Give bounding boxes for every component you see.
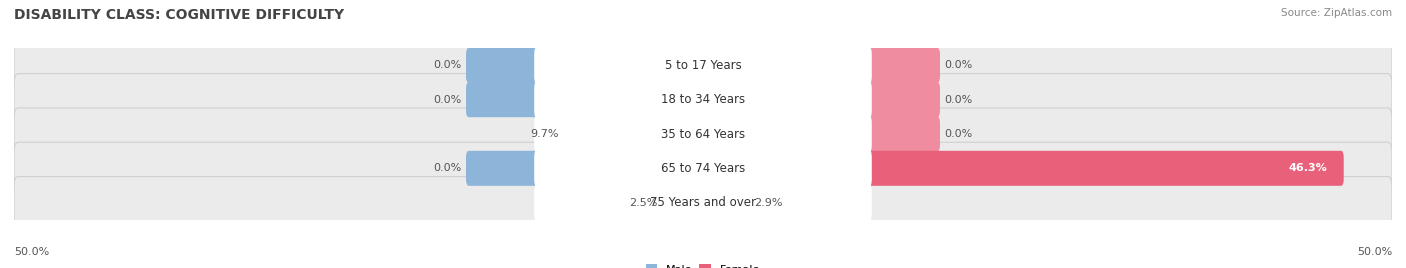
FancyBboxPatch shape [534, 115, 872, 153]
FancyBboxPatch shape [14, 74, 1392, 126]
Text: 0.0%: 0.0% [433, 95, 461, 105]
Text: 2.5%: 2.5% [628, 198, 658, 208]
FancyBboxPatch shape [534, 183, 872, 222]
Text: 0.0%: 0.0% [433, 163, 461, 173]
Text: 0.0%: 0.0% [433, 60, 461, 70]
Text: 0.0%: 0.0% [945, 60, 973, 70]
Legend: Male, Female: Male, Female [641, 260, 765, 268]
FancyBboxPatch shape [14, 39, 1392, 91]
FancyBboxPatch shape [465, 48, 540, 83]
Text: Source: ZipAtlas.com: Source: ZipAtlas.com [1281, 8, 1392, 18]
Text: 0.0%: 0.0% [945, 129, 973, 139]
Text: 75 Years and over: 75 Years and over [650, 196, 756, 209]
FancyBboxPatch shape [537, 117, 569, 151]
Text: 35 to 64 Years: 35 to 64 Years [661, 128, 745, 140]
FancyBboxPatch shape [866, 151, 1344, 186]
FancyBboxPatch shape [742, 185, 869, 220]
FancyBboxPatch shape [14, 142, 1392, 194]
Text: 5 to 17 Years: 5 to 17 Years [665, 59, 741, 72]
Text: DISABILITY CLASS: COGNITIVE DIFFICULTY: DISABILITY CLASS: COGNITIVE DIFFICULTY [14, 8, 344, 22]
FancyBboxPatch shape [14, 108, 1392, 160]
Text: 50.0%: 50.0% [14, 247, 49, 257]
FancyBboxPatch shape [866, 117, 941, 151]
FancyBboxPatch shape [465, 82, 540, 117]
Text: 50.0%: 50.0% [1357, 247, 1392, 257]
FancyBboxPatch shape [534, 46, 872, 85]
FancyBboxPatch shape [534, 80, 872, 119]
Text: 18 to 34 Years: 18 to 34 Years [661, 93, 745, 106]
FancyBboxPatch shape [537, 185, 669, 220]
Text: 65 to 74 Years: 65 to 74 Years [661, 162, 745, 175]
Text: 2.9%: 2.9% [754, 198, 783, 208]
FancyBboxPatch shape [866, 82, 941, 117]
Text: 0.0%: 0.0% [945, 95, 973, 105]
FancyBboxPatch shape [866, 48, 941, 83]
FancyBboxPatch shape [465, 151, 540, 186]
Text: 46.3%: 46.3% [1288, 163, 1327, 173]
FancyBboxPatch shape [534, 149, 872, 188]
Text: 9.7%: 9.7% [530, 129, 558, 139]
FancyBboxPatch shape [14, 177, 1392, 229]
